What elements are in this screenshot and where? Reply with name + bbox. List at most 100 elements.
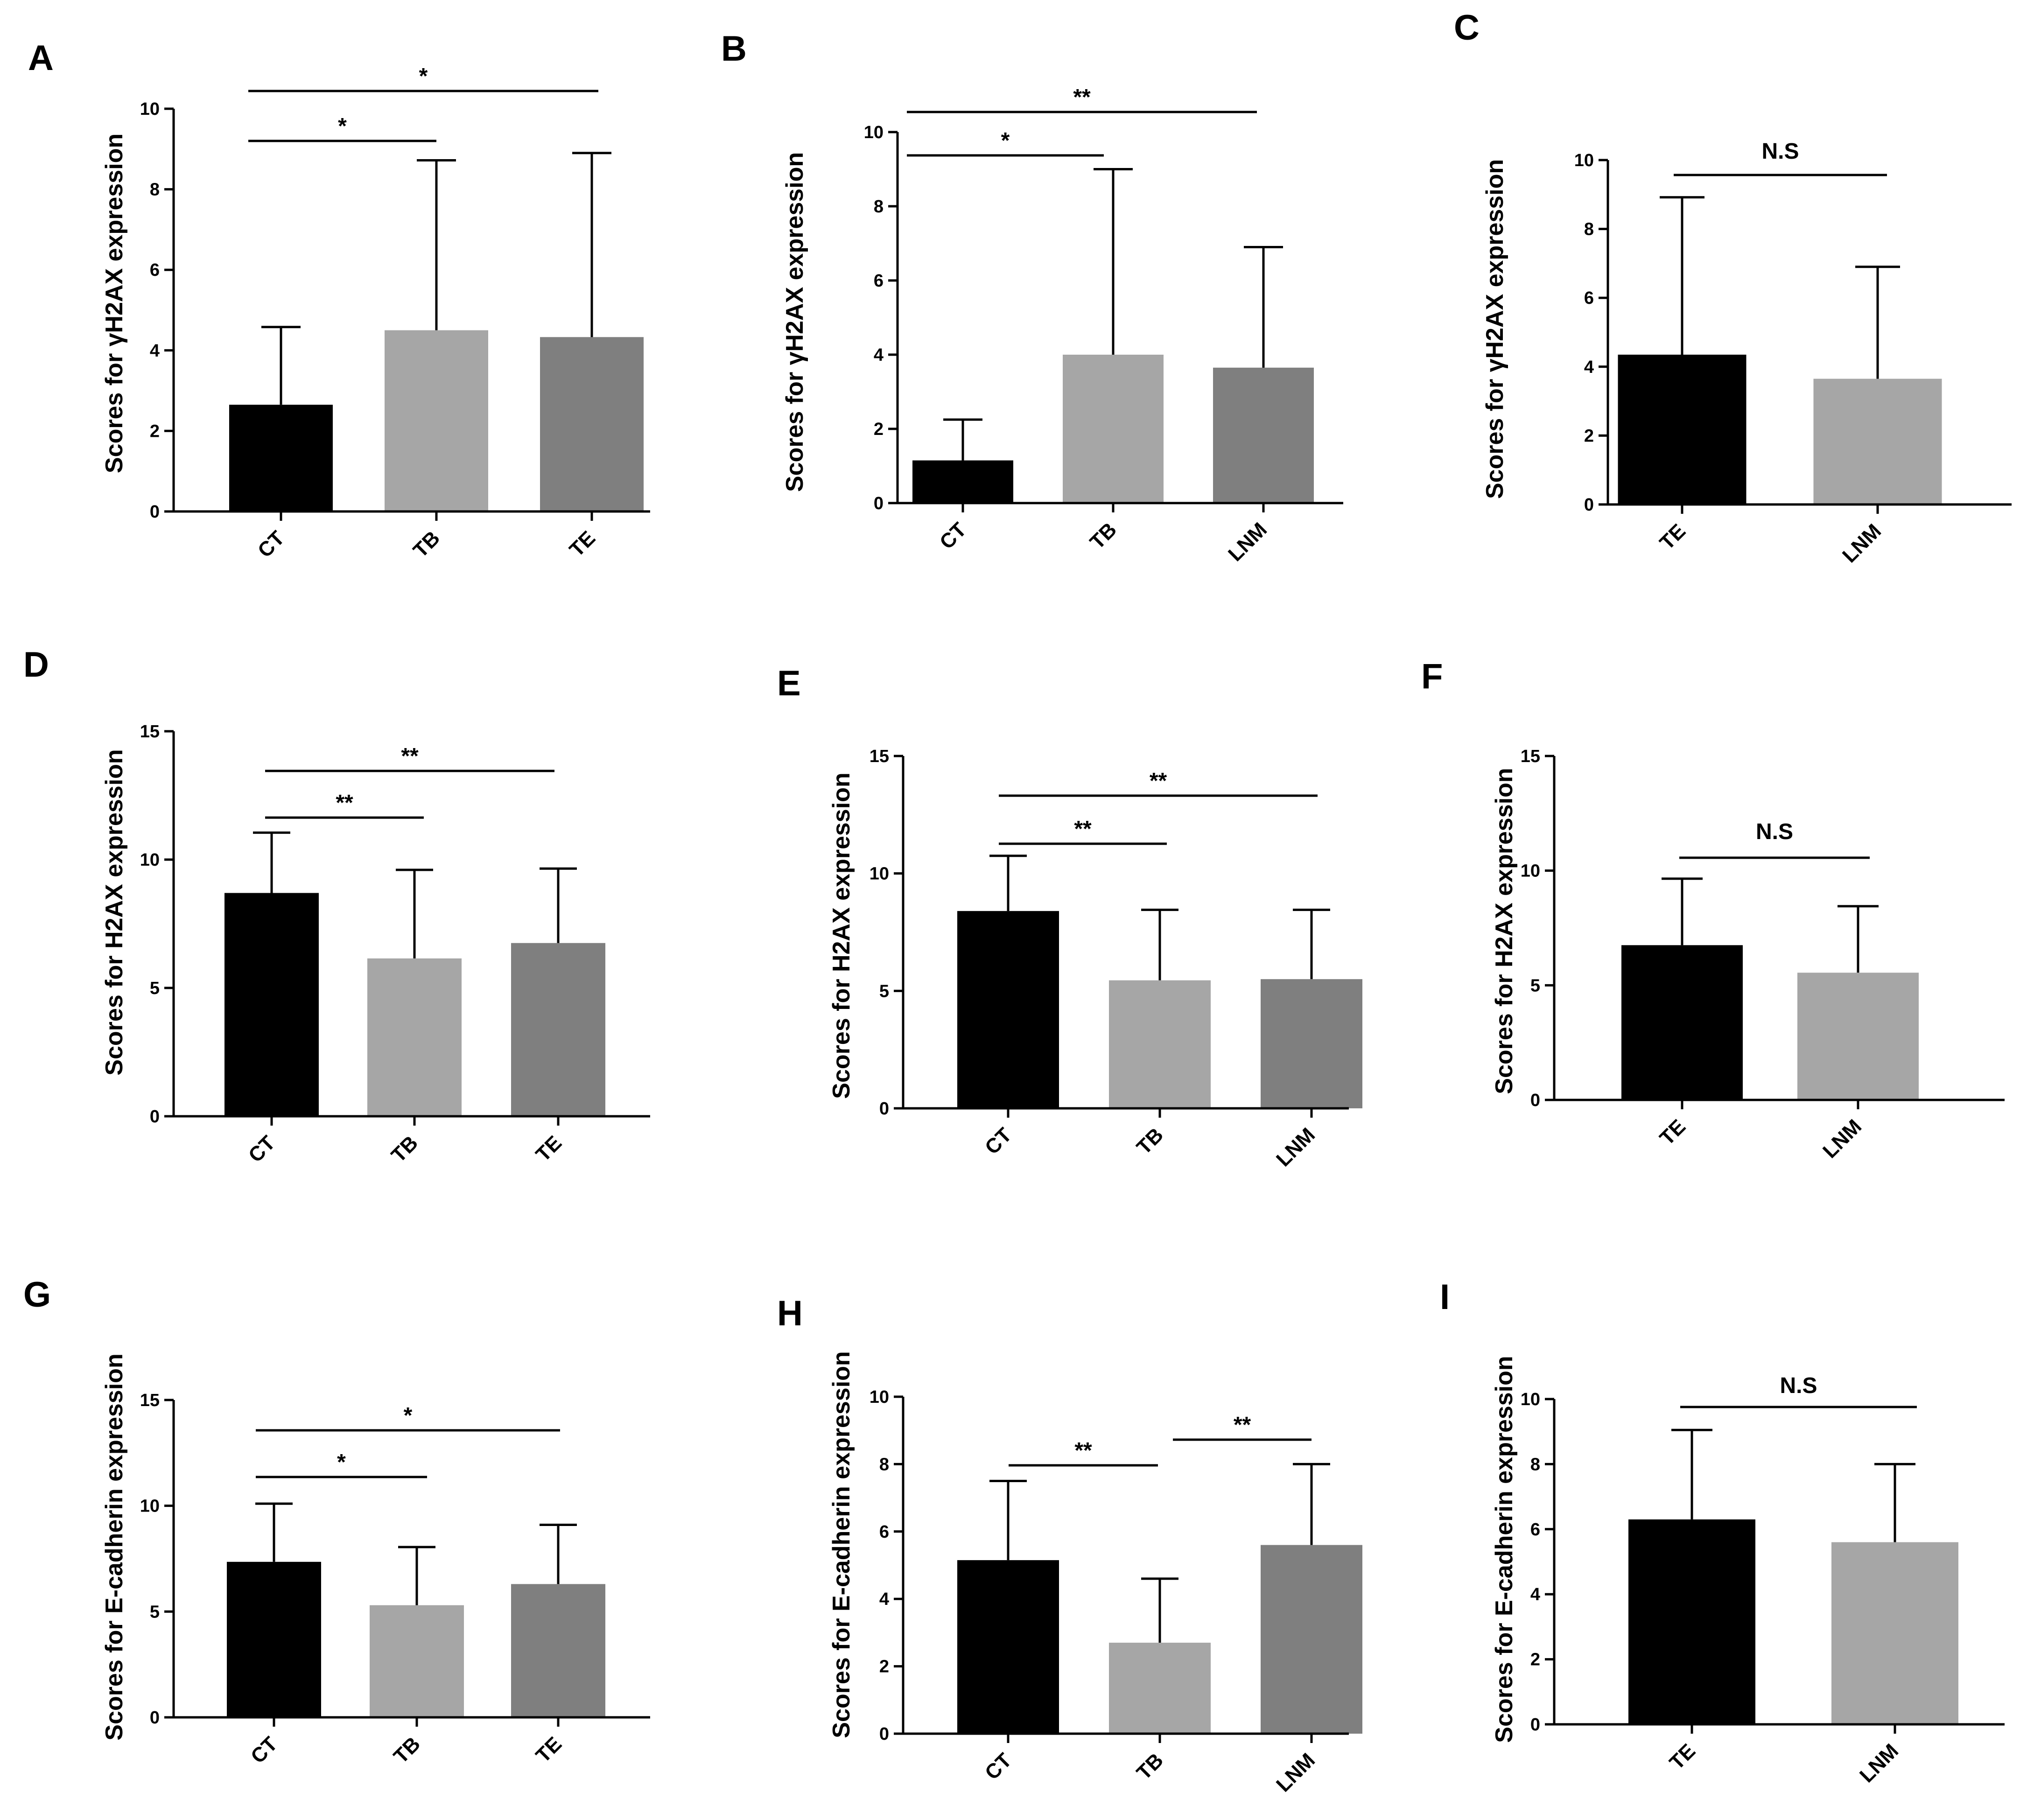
significance-label-c-0: N.S — [1761, 139, 1799, 164]
error-bar-h-lnm — [1293, 1463, 1330, 1545]
y-tick-label-i-8: 8 — [1530, 1455, 1540, 1474]
y-tick-label-g-5: 5 — [150, 1602, 160, 1622]
significance-label-g-1: * — [404, 1403, 413, 1428]
y-tick-label-c-4: 4 — [1584, 357, 1594, 377]
y-tick-label-b-0: 0 — [874, 494, 884, 513]
panel-letter-a: A — [28, 38, 54, 78]
panel-a: A Scores for γH2AX expression 0 2 4 6 8 10 CT TB T… — [28, 38, 650, 562]
error-bar-b-tb — [1094, 168, 1133, 355]
y-tick-label-h-6: 6 — [879, 1522, 889, 1542]
bar-g-te — [511, 1584, 605, 1717]
y-tick-label-g-0: 0 — [150, 1708, 160, 1728]
significance-label-e-0: ** — [1074, 817, 1092, 841]
y-axis-label-e: Scores for H2AX expression — [828, 772, 855, 1099]
y-tick-label-i-6: 6 — [1530, 1520, 1540, 1540]
panel-letter-b: B — [721, 29, 747, 69]
error-bar-a-ct — [261, 326, 301, 405]
bar-h-tb — [1109, 1643, 1211, 1734]
x-tick-label-f-lnm: LNM — [1818, 1115, 1866, 1162]
y-tick-label-f-15: 15 — [1521, 747, 1540, 766]
y-tick-label-e-5: 5 — [879, 981, 889, 1001]
y-axis-label-h: Scores for E-cadherin expression — [828, 1351, 855, 1738]
error-bar-b-lnm — [1244, 245, 1283, 368]
error-bar-h-ct — [989, 1480, 1027, 1561]
x-tick-label-d-te: TE — [532, 1131, 566, 1166]
y-tick-label-c-0: 0 — [1584, 495, 1594, 515]
panel-letter-g: G — [23, 1275, 51, 1315]
y-tick-label-h-4: 4 — [879, 1589, 889, 1609]
x-tick-label-g-ct: CT — [246, 1732, 282, 1768]
panel-letter-c: C — [1454, 8, 1480, 48]
panel-e: E Scores for H2AX expression 0 5 10 15 CT TB LNM… — [777, 664, 1362, 1171]
y-tick-label-c-10: 10 — [1574, 151, 1594, 170]
x-tick-label-d-ct: CT — [244, 1131, 280, 1167]
x-tick-label-a-te: TE — [565, 526, 600, 561]
bar-g-ct — [227, 1561, 321, 1717]
x-tick-label-h-tb: TB — [1132, 1749, 1168, 1784]
error-bar-c-lnm — [1855, 266, 1900, 379]
bar-d-ct — [224, 893, 319, 1116]
x-tick-label-d-tb: TB — [387, 1131, 422, 1167]
y-axis-label-f: Scores for H2AX expression — [1491, 768, 1518, 1094]
y-tick-label-b-6: 6 — [874, 271, 884, 291]
y-axis-label-i: Scores for E-cadherin expression — [1491, 1356, 1518, 1743]
y-tick-label-i-4: 4 — [1530, 1585, 1540, 1604]
x-tick-label-e-ct: CT — [981, 1123, 1016, 1159]
y-axis-label-b: Scores for γH2AX expression — [781, 152, 808, 492]
significance-label-h-0: ** — [1074, 1438, 1092, 1463]
y-tick-label-b-4: 4 — [874, 345, 884, 365]
bar-f-lnm — [1797, 973, 1919, 1100]
x-tick-label-c-lnm: LNM — [1838, 519, 1886, 567]
y-tick-label-c-2: 2 — [1584, 426, 1594, 446]
significance-label-e-1: ** — [1150, 769, 1167, 793]
bar-b-ct — [912, 460, 1013, 503]
x-tick-label-f-te: TE — [1655, 1115, 1690, 1149]
significance-label-d-1: ** — [401, 744, 419, 769]
error-bar-g-ct — [255, 1502, 293, 1562]
error-bar-d-tb — [396, 868, 433, 959]
significance-label-b-1: ** — [1073, 85, 1091, 110]
significance-label-d-0: ** — [336, 791, 353, 815]
y-tick-label-b-2: 2 — [874, 420, 884, 439]
error-bar-b-ct — [943, 418, 982, 461]
bar-c-lnm — [1813, 378, 1942, 504]
panel-letter-e: E — [777, 664, 801, 703]
panel-f: F Scores for H2AX expression 0 5 10 15 TE LNM N.… — [1421, 657, 2005, 1162]
y-tick-label-g-10: 10 — [140, 1497, 160, 1516]
x-tick-label-a-tb: TB — [409, 526, 444, 562]
y-tick-label-i-2: 2 — [1530, 1650, 1540, 1670]
y-tick-label-b-8: 8 — [874, 197, 884, 217]
significance-label-a-1: * — [419, 64, 428, 89]
error-bar-e-lnm — [1293, 909, 1330, 980]
significance-label-b-0: * — [1001, 128, 1010, 153]
panel-i: I Scores for E-cadherin expression 0 2 4 6 8 10… — [1440, 1277, 2005, 1787]
error-bar-a-tb — [417, 159, 456, 330]
y-tick-label-a-6: 6 — [150, 260, 160, 280]
y-axis-label-g: Scores for E-cadherin expression — [101, 1353, 128, 1740]
bar-d-te — [511, 943, 605, 1116]
bar-i-lnm — [1831, 1542, 1958, 1724]
y-tick-label-d-10: 10 — [140, 850, 160, 870]
error-bar-f-te — [1662, 877, 1703, 945]
y-tick-label-b-10: 10 — [864, 123, 884, 142]
error-bar-d-te — [540, 867, 577, 943]
bar-a-ct — [229, 405, 333, 511]
error-bar-d-ct — [253, 831, 290, 893]
y-tick-label-i-10: 10 — [1521, 1390, 1540, 1409]
bar-b-lnm — [1213, 367, 1314, 503]
error-bar-g-te — [540, 1523, 577, 1584]
y-tick-label-h-2: 2 — [879, 1657, 889, 1677]
x-tick-label-b-ct: CT — [935, 518, 971, 553]
panel-h: H Scores for E-cadherin expression 0 2 4 6 8 10… — [777, 1294, 1362, 1796]
bar-e-tb — [1109, 980, 1211, 1108]
significance-label-g-0: * — [337, 1450, 346, 1475]
panel-b: B Scores for γH2AX expression 0 2 4 6 8 10 CT TB L… — [721, 29, 1343, 566]
y-tick-label-d-0: 0 — [150, 1107, 160, 1127]
y-tick-label-h-10: 10 — [870, 1387, 889, 1407]
significance-label-i-0: N.S — [1780, 1373, 1817, 1398]
y-tick-label-h-0: 0 — [879, 1724, 889, 1744]
error-bar-g-tb — [398, 1546, 435, 1605]
x-tick-label-e-tb: TB — [1132, 1123, 1168, 1159]
x-tick-label-c-te: TE — [1655, 519, 1690, 554]
